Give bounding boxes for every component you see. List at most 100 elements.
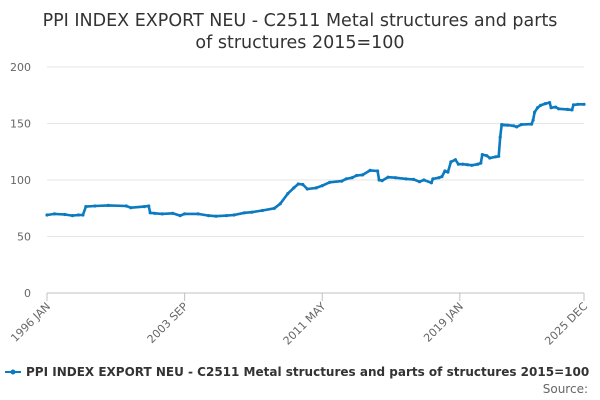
data-point-80[interactable] xyxy=(536,106,540,110)
data-point-44[interactable] xyxy=(377,178,381,182)
data-point-83[interactable] xyxy=(548,101,552,105)
data-point-25[interactable] xyxy=(250,210,254,214)
data-point-38[interactable] xyxy=(344,177,348,181)
data-point-26[interactable] xyxy=(260,208,264,213)
data-point-87[interactable] xyxy=(565,107,570,111)
y-tick-label-50: 50 xyxy=(17,231,31,244)
data-point-74[interactable] xyxy=(512,124,516,128)
data-point-29[interactable] xyxy=(286,192,290,196)
data-point-34[interactable] xyxy=(314,186,318,190)
data-point-69[interactable] xyxy=(494,155,498,159)
data-point-9[interactable] xyxy=(124,204,128,208)
data-point-0[interactable] xyxy=(45,213,49,217)
data-point-18[interactable] xyxy=(183,212,187,216)
data-point-90[interactable] xyxy=(576,102,580,106)
data-point-13[interactable] xyxy=(148,211,152,215)
data-point-89[interactable] xyxy=(571,103,576,107)
data-point-19[interactable] xyxy=(196,212,200,216)
data-point-54[interactable] xyxy=(437,176,441,180)
data-point-68[interactable] xyxy=(488,156,492,160)
data-point-78[interactable] xyxy=(531,118,535,122)
data-point-4[interactable] xyxy=(76,213,80,217)
data-point-60[interactable] xyxy=(456,162,460,166)
data-point-32[interactable] xyxy=(301,182,305,187)
data-point-56[interactable] xyxy=(443,169,447,173)
data-point-40[interactable] xyxy=(355,173,359,178)
x-tick-label-4: 2025 DEC xyxy=(542,300,590,348)
data-point-58[interactable] xyxy=(449,160,453,164)
data-point-65[interactable] xyxy=(479,161,483,165)
data-point-51[interactable] xyxy=(422,178,426,182)
data-point-5[interactable] xyxy=(81,213,85,217)
data-point-57[interactable] xyxy=(446,170,450,174)
data-point-11[interactable] xyxy=(142,205,146,209)
data-point-15[interactable] xyxy=(160,212,164,216)
data-point-53[interactable] xyxy=(431,177,435,181)
data-point-1[interactable] xyxy=(52,212,57,216)
data-point-42[interactable] xyxy=(368,168,372,172)
data-point-23[interactable] xyxy=(232,213,236,217)
data-point-39[interactable] xyxy=(350,176,354,180)
data-point-35[interactable] xyxy=(320,184,324,188)
y-tick-label-200: 200 xyxy=(10,61,31,74)
data-point-37[interactable] xyxy=(340,179,344,183)
data-point-76[interactable] xyxy=(519,123,523,127)
x-tick-label-3: 2019 JAN xyxy=(421,300,466,345)
data-point-20[interactable] xyxy=(206,214,211,218)
data-point-33[interactable] xyxy=(305,187,309,191)
data-point-85[interactable] xyxy=(554,105,558,109)
data-point-8[interactable] xyxy=(106,203,110,207)
data-point-14[interactable] xyxy=(153,211,157,215)
data-point-3[interactable] xyxy=(70,214,74,218)
data-point-46[interactable] xyxy=(386,175,390,179)
data-point-7[interactable] xyxy=(93,204,97,208)
data-point-43[interactable] xyxy=(376,169,380,173)
data-point-36[interactable] xyxy=(328,180,332,184)
data-point-75[interactable] xyxy=(515,125,519,129)
data-point-48[interactable] xyxy=(404,177,408,181)
data-point-71[interactable] xyxy=(498,135,502,139)
data-point-47[interactable] xyxy=(393,176,398,180)
data-point-22[interactable] xyxy=(224,214,229,218)
data-point-86[interactable] xyxy=(557,107,561,111)
data-point-81[interactable] xyxy=(539,103,543,107)
chart-title-line-2: of structures 2015=100 xyxy=(195,33,404,53)
data-point-66[interactable] xyxy=(480,153,484,157)
data-point-88[interactable] xyxy=(570,108,574,112)
y-tick-label-150: 150 xyxy=(10,118,31,131)
data-point-50[interactable] xyxy=(417,180,422,184)
data-point-61[interactable] xyxy=(461,162,465,166)
data-point-59[interactable] xyxy=(453,158,457,162)
source-label: Source: xyxy=(543,382,588,396)
data-point-63[interactable] xyxy=(470,163,474,167)
data-point-21[interactable] xyxy=(214,214,218,218)
data-point-16[interactable] xyxy=(171,211,175,215)
data-point-41[interactable] xyxy=(361,173,365,177)
data-point-91[interactable] xyxy=(582,102,586,106)
data-point-6[interactable] xyxy=(84,205,88,209)
data-point-73[interactable] xyxy=(506,123,510,127)
data-point-10[interactable] xyxy=(129,206,133,210)
data-point-30[interactable] xyxy=(292,186,296,190)
data-point-79[interactable] xyxy=(533,110,537,114)
data-point-17[interactable] xyxy=(178,214,182,218)
data-point-64[interactable] xyxy=(476,162,480,166)
data-point-55[interactable] xyxy=(440,175,444,179)
data-point-27[interactable] xyxy=(272,206,276,210)
data-point-2[interactable] xyxy=(63,212,67,217)
data-point-82[interactable] xyxy=(543,102,547,106)
data-point-28[interactable] xyxy=(278,202,282,206)
data-point-72[interactable] xyxy=(500,123,504,127)
data-point-62[interactable] xyxy=(465,163,469,167)
data-point-31[interactable] xyxy=(296,182,300,186)
data-point-12[interactable] xyxy=(147,204,151,208)
data-point-84[interactable] xyxy=(549,106,553,110)
legend[interactable]: PPI INDEX EXPORT NEU - C2511 Metal struc… xyxy=(5,365,589,379)
data-point-67[interactable] xyxy=(485,154,489,158)
data-point-49[interactable] xyxy=(411,177,416,181)
data-point-45[interactable] xyxy=(380,179,384,183)
data-point-24[interactable] xyxy=(242,211,246,215)
data-point-52[interactable] xyxy=(429,181,433,185)
data-point-77[interactable] xyxy=(530,122,534,126)
data-point-70[interactable] xyxy=(497,154,501,158)
